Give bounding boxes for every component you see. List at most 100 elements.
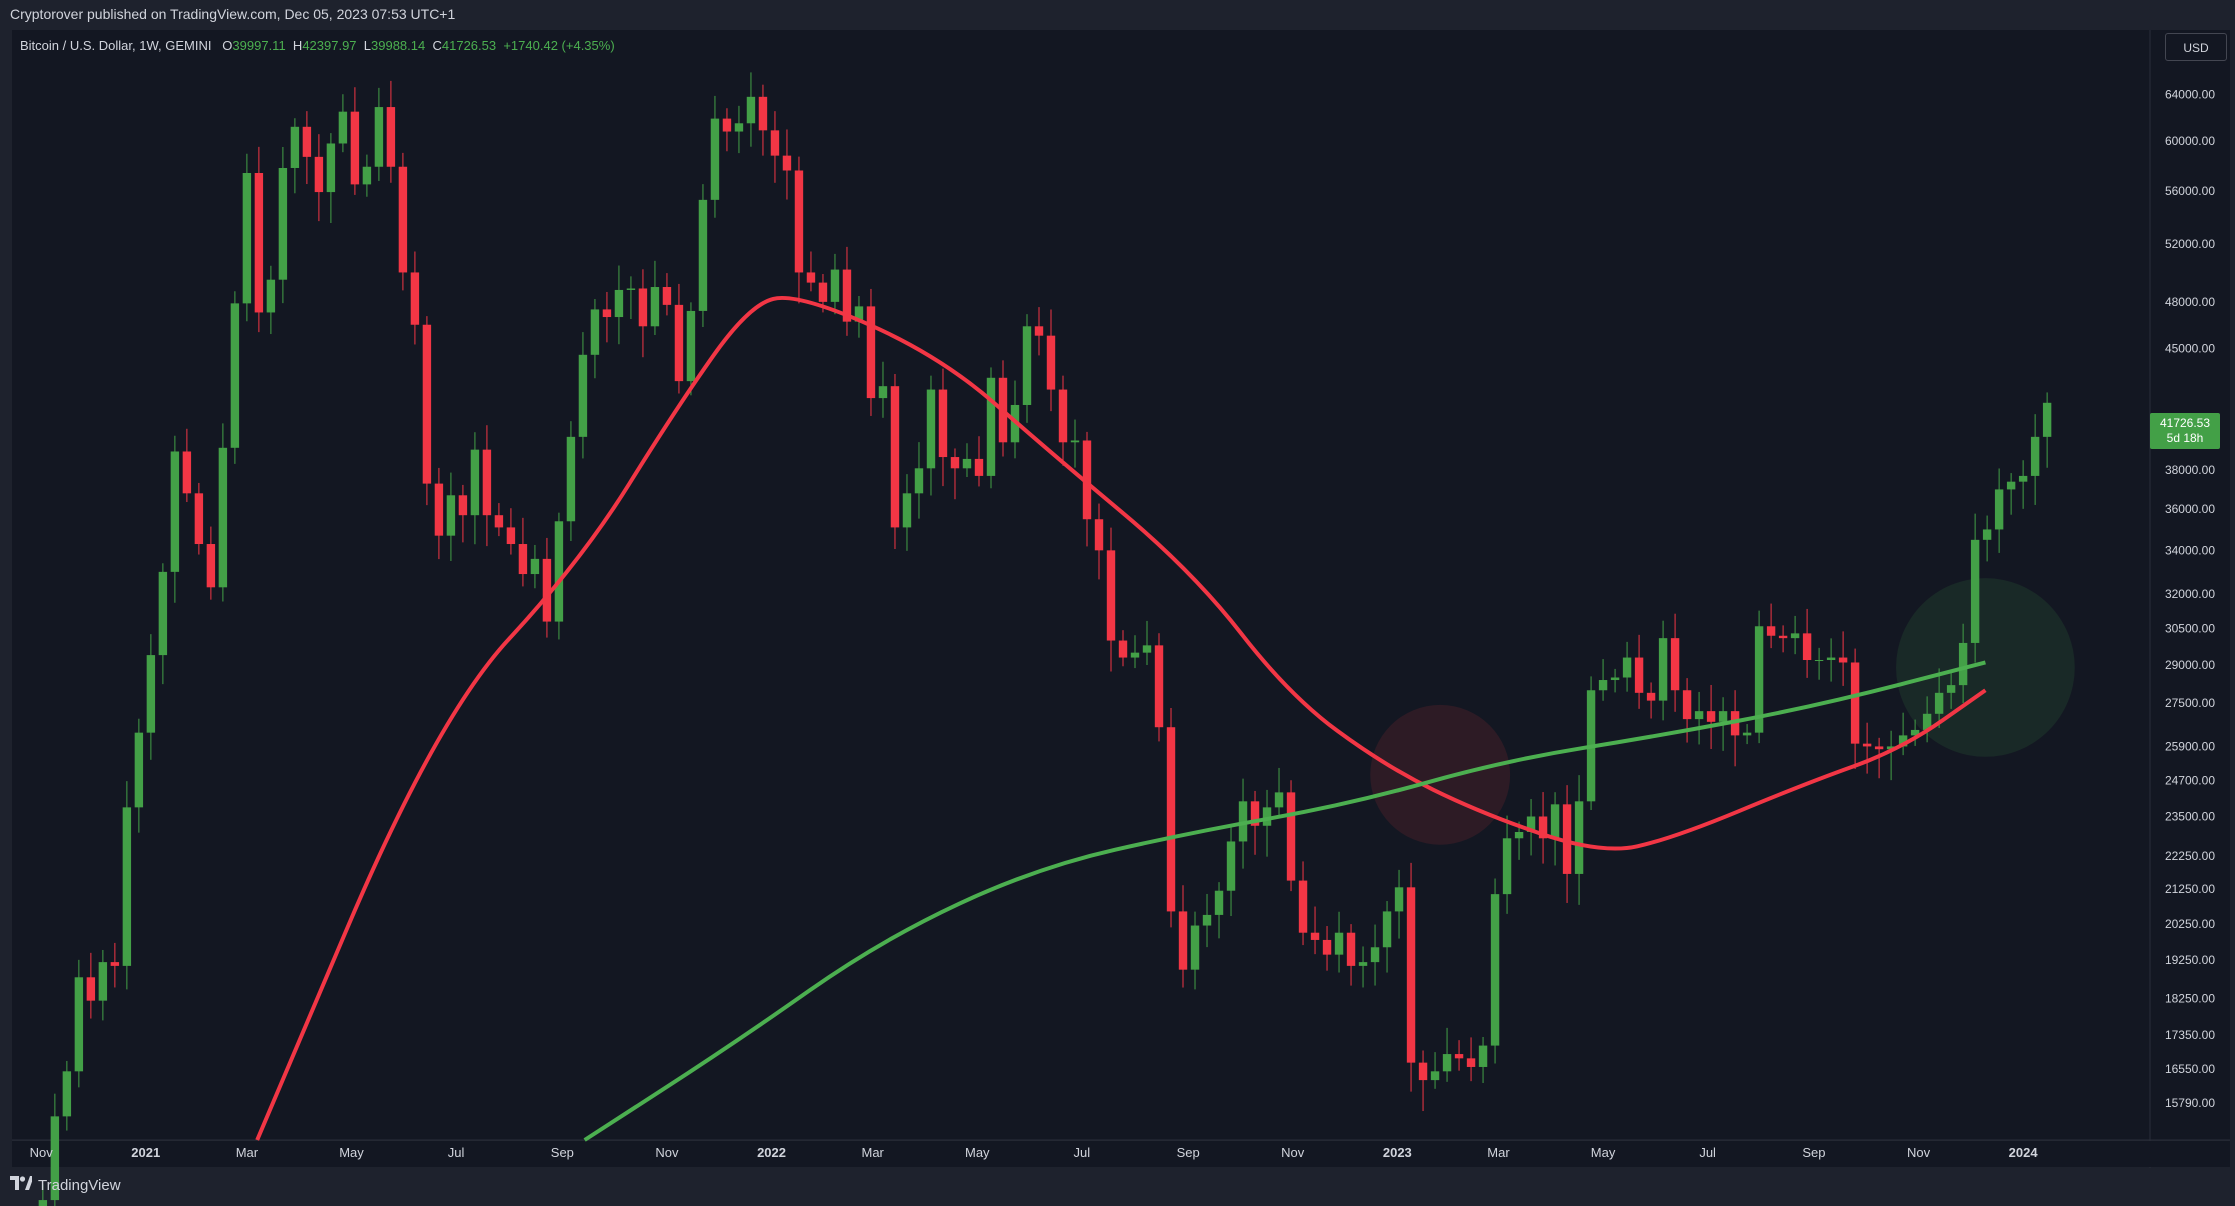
last-price-tag: 41726.53 5d 18h [2150,413,2220,449]
ma-line-fast [255,295,1987,1141]
candle-body [1286,792,1296,881]
candle-body [2006,481,2016,490]
candle-body [302,126,312,157]
candles [38,72,2052,1206]
low-value: 39988.14 [371,38,426,53]
candle-body [962,458,972,469]
open-key: O [222,38,233,53]
candle-body [1214,890,1224,915]
price-tick-label: 25900.00 [2165,739,2215,753]
candle-body [494,515,504,528]
candle-body [254,172,264,313]
tradingview-logo[interactable]: TradingView [10,1176,121,1194]
candle-body [146,655,156,733]
candle-body [1430,1071,1440,1081]
candle-body [1262,807,1272,826]
price-tick-label: 36000.00 [2165,502,2215,516]
candle-body [1406,887,1416,1063]
candle-body [890,386,900,528]
candle-body [1706,711,1716,722]
candle-body [566,436,576,522]
candle-body [1826,657,1836,661]
candle-body [218,447,228,588]
candle-body [1514,831,1524,839]
price-tick-label: 21250.00 [2165,882,2215,896]
candle-body [170,451,180,572]
published-by-text: Cryptorover published on TradingView.com… [10,6,456,22]
candle-body [1718,711,1728,722]
candle-body [758,96,768,131]
currency-button[interactable]: USD [2165,33,2227,61]
candle-body [278,167,288,280]
open-value: 39997.11 [232,38,286,53]
candle-body [1886,746,1896,750]
candle-body [698,199,708,311]
candle-body [1850,662,1860,744]
price-tick-label: 22250.00 [2165,849,2215,863]
candle-body [1550,804,1560,839]
symbol-legend: Bitcoin / U.S. Dollar, 1W, GEMINI O39997… [20,38,615,53]
candle-body [974,458,984,476]
candle-body [2030,436,2040,476]
candle-body [782,155,792,171]
candle-body [1070,440,1080,443]
candle-body [530,558,540,575]
candle-body [1610,677,1620,681]
candle-body [434,483,444,536]
candle-body [518,544,528,575]
time-tick-label: May [965,1145,990,1160]
candle-body [1346,932,1356,966]
candle-body [1082,440,1092,520]
candle-body [1190,925,1200,970]
candle-body [1274,792,1284,808]
time-axis-area [12,1141,2230,1167]
highlight-circle-0 [1370,704,1511,845]
time-tick-label: Mar [1487,1145,1510,1160]
time-axis: Nov 2021 Mar May Jul Sep Nov 2022 Mar May Jul Sep No… [30,1145,2039,1160]
candle-body [1598,680,1608,691]
tradingview-logo-text: TradingView [38,1176,121,1194]
candle-body [1154,645,1164,728]
candle-body [1322,939,1332,955]
candle-body [386,107,396,167]
candle-body [422,324,432,484]
price-tick-label: 38000.00 [2165,463,2215,477]
change-value: +1740.42 (+4.35%) [503,38,615,53]
candle-body [1454,1054,1464,1059]
candle-body [830,269,840,302]
symbol-name[interactable]: Bitcoin / U.S. Dollar, 1W, GEMINI [20,38,212,53]
moving-averages [255,295,1987,1142]
candle-body [1094,519,1104,551]
candle-body [1934,692,1944,714]
time-tick-label: Nov [655,1145,679,1160]
candle-body [734,123,744,132]
candle-body [1574,801,1584,874]
price-tick-label: 48000.00 [2165,295,2215,309]
candle-body [914,468,924,494]
candle-body [266,279,276,313]
time-tick-label: May [339,1145,364,1160]
candle-body [578,354,588,437]
price-tick-label: 34000.00 [2165,543,2215,557]
candle-body [986,377,996,476]
candle-body [86,977,96,1001]
candle-body [1166,727,1176,912]
candle-body [638,288,648,327]
candle-body [1226,841,1236,891]
time-tick-label: Jul [1699,1145,1716,1160]
candle-body [74,977,84,1072]
candle-body [1022,326,1032,405]
candle-body [158,571,168,656]
candle-body [1382,911,1392,948]
time-tick-label: Jul [1074,1145,1091,1160]
plot-area [12,30,2150,1140]
candle-body [818,282,828,302]
candle-body [590,309,600,355]
candle-body [686,310,696,382]
candle-body [1334,932,1344,955]
candle-body [1634,657,1644,693]
candle-body [1106,550,1116,641]
time-tick-label: 2022 [757,1145,786,1160]
price-tick-label: 32000.00 [2165,587,2215,601]
